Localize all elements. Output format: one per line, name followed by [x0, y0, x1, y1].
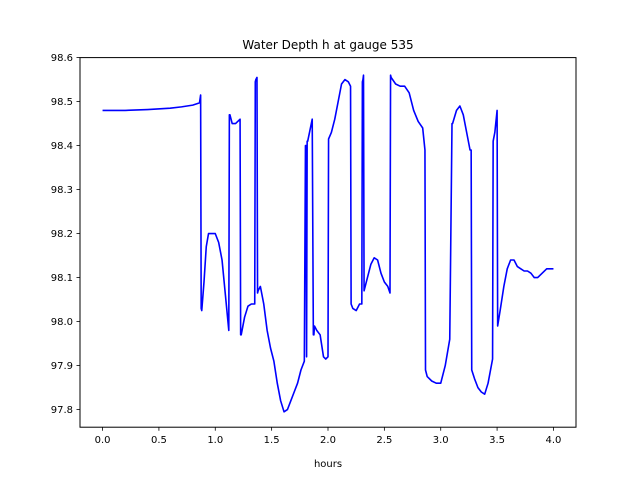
y-tick-label: 97.8 — [51, 405, 73, 416]
x-tick-label: 1.5 — [264, 435, 280, 446]
x-axis-label: hours — [314, 459, 342, 470]
y-tick-label: 98.0 — [51, 317, 73, 328]
x-tick-label: 3.5 — [489, 435, 505, 446]
y-tick-label: 98.6 — [51, 53, 73, 64]
y-tick-label: 98.1 — [51, 273, 73, 284]
y-tick-label: 97.9 — [51, 361, 73, 372]
y-axis: 97.8 97.9 98.0 98.1 98.2 98.3 98.4 98.5 98.6 — [51, 53, 80, 416]
x-tick-label: 0.5 — [151, 435, 167, 446]
x-tick-label: 1.0 — [207, 435, 223, 446]
series-line — [102, 74, 554, 413]
x-tick-label: 2.0 — [320, 435, 336, 446]
y-tick-label: 98.4 — [51, 141, 73, 152]
y-tick-label: 98.3 — [51, 185, 73, 196]
plot-area — [102, 74, 554, 413]
chart-title: Water Depth h at gauge 535 — [242, 38, 413, 52]
x-tick-label: 2.5 — [376, 435, 392, 446]
x-tick-label: 3.0 — [433, 435, 449, 446]
x-tick-label: 4.0 — [546, 435, 562, 446]
y-tick-label: 98.2 — [51, 229, 73, 240]
y-tick-label: 98.5 — [51, 97, 73, 108]
x-axis: 0.0 0.5 1.0 1.5 2.0 2.5 3.0 3.5 4.0 — [95, 427, 562, 446]
plot-frame — [79, 57, 577, 428]
x-tick-label: 0.0 — [95, 435, 111, 446]
